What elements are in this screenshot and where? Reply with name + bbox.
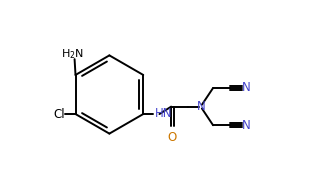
Text: Cl: Cl: [53, 108, 64, 121]
Text: O: O: [168, 131, 177, 144]
Text: N: N: [242, 81, 250, 94]
Text: N: N: [197, 100, 205, 113]
Text: N: N: [242, 119, 250, 132]
Text: HN: HN: [155, 107, 173, 120]
Text: H$_2$N: H$_2$N: [61, 48, 84, 61]
